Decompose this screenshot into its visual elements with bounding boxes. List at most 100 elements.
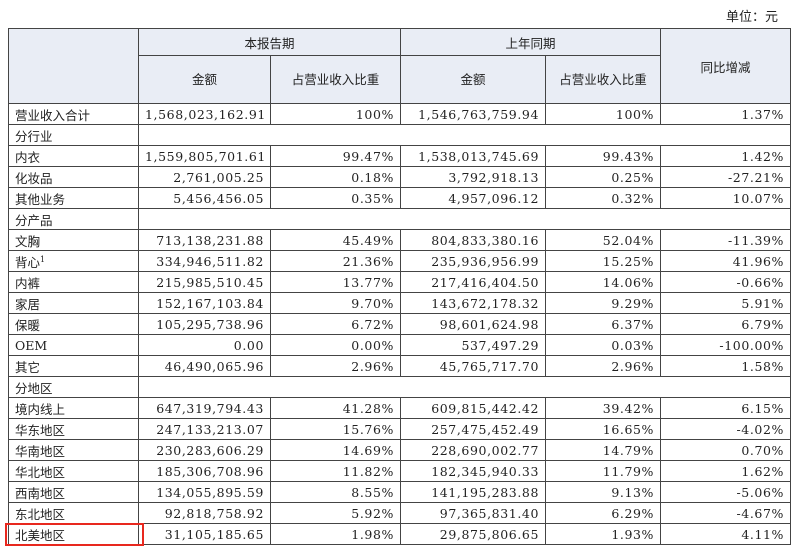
value-cell: 15.76% bbox=[269, 418, 402, 440]
row-label: 华北地区 bbox=[8, 460, 139, 482]
table-row: 分行业 bbox=[8, 124, 792, 146]
table-row: 内衣 1,559,805,701.61 99.47% 1,538,013,745.69… bbox=[8, 145, 792, 167]
value-cell: 6.72% bbox=[269, 313, 402, 335]
table-row: 化妆品 2,761,005.25 0.18% 3,792,918.13 0.25% -27… bbox=[8, 166, 792, 188]
table-row: OEM 0.00 0.00% 537,497.29 0.03% -100.00% bbox=[8, 334, 792, 356]
value-cell: 1.42% bbox=[660, 145, 792, 167]
value-cell: 609,815,442.42 bbox=[400, 397, 547, 419]
table-row: 境内线上 647,319,794.43 41.28% 609,815,442.42 39… bbox=[8, 397, 792, 419]
value-cell: 1,559,805,701.61 bbox=[138, 145, 271, 167]
value-cell: 97,365,831.40 bbox=[400, 502, 547, 524]
table-row: 营业收入合计 1,568,023,162.91 100% 1,546,763,759.… bbox=[8, 103, 792, 125]
value-cell: 143,672,178.32 bbox=[400, 292, 547, 314]
value-cell: 16.65% bbox=[545, 418, 662, 440]
section-label: 分地区 bbox=[8, 376, 139, 398]
value-cell: 9.70% bbox=[269, 292, 402, 314]
value-cell: 4.11% bbox=[660, 523, 792, 545]
value-cell: 6.15% bbox=[660, 397, 792, 419]
header-group: 同比增减 bbox=[660, 28, 792, 104]
row-label-text: 其它 bbox=[15, 359, 41, 375]
value-cell: 39.42% bbox=[545, 397, 662, 419]
value-cell: 0.70% bbox=[660, 439, 792, 461]
value-cell: 2.96% bbox=[545, 355, 662, 377]
row-label-text: 家居 bbox=[15, 296, 41, 312]
row-label: 文胸 bbox=[8, 229, 139, 251]
header-column: 金额 bbox=[400, 55, 547, 104]
value-cell: -11.39% bbox=[660, 229, 792, 251]
value-cell: 9.29% bbox=[545, 292, 662, 314]
section-label: 分行业 bbox=[8, 124, 139, 146]
row-label: 北美地区 bbox=[8, 523, 139, 545]
value-cell: -0.66% bbox=[660, 271, 792, 293]
table-row: 背心1 334,946,511.82 21.36% 235,936,956.99 15.… bbox=[8, 250, 792, 272]
table-row: 其他业务 5,456,456.05 0.35% 4,957,096.12 0.32% 10… bbox=[8, 187, 792, 209]
row-label-text: OEM bbox=[15, 337, 48, 353]
value-cell: 804,833,380.16 bbox=[400, 229, 547, 251]
value-cell: 1,546,763,759.94 bbox=[400, 103, 547, 125]
row-label: 其它 bbox=[8, 355, 139, 377]
row-label: 东北地区 bbox=[8, 502, 139, 524]
table-row: 华北地区 185,306,708.96 11.82% 182,345,940.33 11… bbox=[8, 460, 792, 482]
row-label-text: 东北地区 bbox=[15, 506, 66, 522]
row-label-text: 内裤 bbox=[15, 275, 41, 291]
value-cell: 8.55% bbox=[269, 481, 402, 503]
unit-label: 单位：元 bbox=[725, 10, 778, 25]
value-cell: 5,456,456.05 bbox=[138, 187, 271, 209]
value-cell: 1.93% bbox=[545, 523, 662, 545]
value-cell: 647,319,794.43 bbox=[138, 397, 271, 419]
value-cell: 235,936,956.99 bbox=[400, 250, 547, 272]
value-cell: 134,055,895.59 bbox=[138, 481, 271, 503]
value-cell: 185,306,708.96 bbox=[138, 460, 271, 482]
empty-cell bbox=[137, 208, 792, 230]
value-cell: 99.43% bbox=[545, 145, 662, 167]
value-cell: 41.96% bbox=[660, 250, 792, 272]
header-column: 金额 bbox=[138, 55, 271, 104]
row-label: 背心1 bbox=[8, 250, 139, 272]
table-row: 华南地区 230,283,606.29 14.69% 228,690,002.77 14… bbox=[8, 439, 792, 461]
value-cell: -5.06% bbox=[660, 481, 792, 503]
value-cell: 0.03% bbox=[545, 334, 662, 356]
value-cell: 713,138,231.88 bbox=[138, 229, 271, 251]
table-row: 分地区 bbox=[8, 376, 792, 398]
value-cell: 257,475,452.49 bbox=[400, 418, 547, 440]
table-row: 家居 152,167,103.84 9.70% 143,672,178.32 9.29%… bbox=[8, 292, 792, 314]
value-cell: -27.21% bbox=[660, 166, 792, 188]
table-row: 分产品 bbox=[8, 208, 792, 230]
value-cell: 1.98% bbox=[269, 523, 402, 545]
row-label-text: 文胸 bbox=[15, 233, 41, 249]
value-cell: 9.13% bbox=[545, 481, 662, 503]
row-label-text: 背心 bbox=[15, 254, 41, 270]
value-cell: 14.79% bbox=[545, 439, 662, 461]
row-label-text: 华东地区 bbox=[15, 422, 66, 438]
row-label-text: 境内线上 bbox=[15, 401, 66, 417]
row-label-text: 其他业务 bbox=[15, 191, 66, 207]
value-cell: 13.77% bbox=[269, 271, 402, 293]
table-body: 营业收入合计 1,568,023,162.91 100% 1,546,763,759.… bbox=[8, 103, 792, 545]
value-cell: 334,946,511.82 bbox=[138, 250, 271, 272]
row-label: 内衣 bbox=[8, 145, 139, 167]
table-row: 保暖 105,295,738.96 6.72% 98,601,624.98 6.37% 6… bbox=[8, 313, 792, 335]
row-label-text: 保暖 bbox=[15, 317, 41, 333]
empty-cell bbox=[137, 376, 792, 398]
value-cell: -4.02% bbox=[660, 418, 792, 440]
value-cell: 31,105,185.65 bbox=[138, 523, 271, 545]
value-cell: 99.47% bbox=[269, 145, 402, 167]
value-cell: 5.92% bbox=[269, 502, 402, 524]
value-cell: 141,195,283.88 bbox=[400, 481, 547, 503]
value-cell: 0.00 bbox=[138, 334, 271, 356]
table-row: 其它 46,490,065.96 2.96% 45,765,717.70 2.96% 1.… bbox=[8, 355, 792, 377]
empty-cell bbox=[137, 124, 792, 146]
value-cell: -4.67% bbox=[660, 502, 792, 524]
value-cell: 1.37% bbox=[660, 103, 792, 125]
value-cell: 0.18% bbox=[269, 166, 402, 188]
table-row: 北美地区 31,105,185.65 1.98% 29,875,806.65 1.93%… bbox=[8, 523, 792, 545]
value-cell: 98,601,624.98 bbox=[400, 313, 547, 335]
value-cell: 0.32% bbox=[545, 187, 662, 209]
value-cell: 6.79% bbox=[660, 313, 792, 335]
header-group: 上年同期 bbox=[400, 28, 662, 56]
value-cell: 15.25% bbox=[545, 250, 662, 272]
value-cell: 10.07% bbox=[660, 187, 792, 209]
row-label-text: 华北地区 bbox=[15, 464, 66, 480]
value-cell: 230,283,606.29 bbox=[138, 439, 271, 461]
table-row: 东北地区 92,818,758.92 5.92% 97,365,831.40 6.29%… bbox=[8, 502, 792, 524]
